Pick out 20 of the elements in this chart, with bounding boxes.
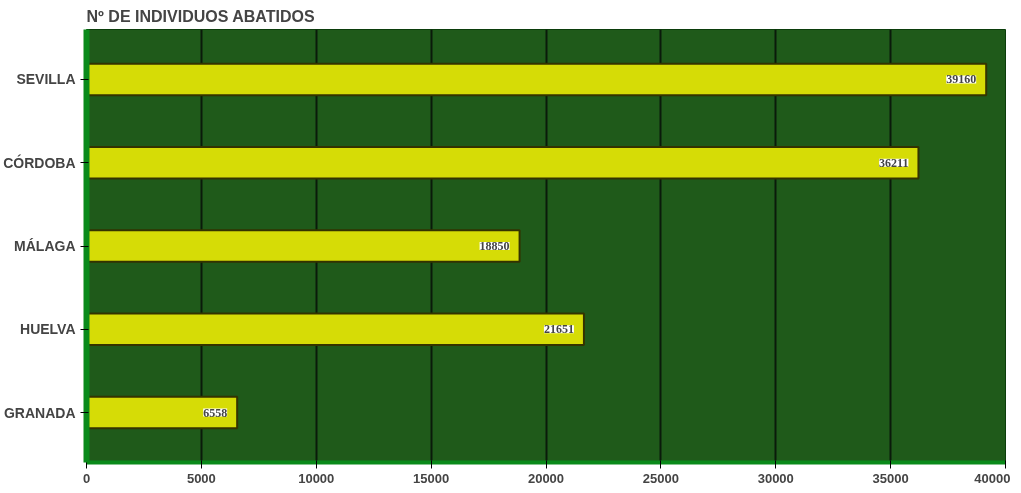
x-tick-label: 10000	[298, 470, 335, 486]
data-label: 21651	[543, 322, 574, 337]
x-tick-label: 40000	[974, 470, 1011, 486]
x-tick-label: 30000	[757, 470, 794, 486]
y-tick-label: CÓRDOBA	[3, 153, 76, 171]
x-tick-label: 15000	[413, 470, 450, 486]
x-tick-label: 25000	[642, 470, 679, 486]
data-label: 39160	[946, 72, 977, 87]
y-tick-label: GRANADA	[3, 404, 76, 421]
data-label: 18850	[479, 239, 510, 253]
x-tick-label: 35000	[872, 470, 909, 486]
x-tick-label: 0	[82, 470, 91, 486]
chart-title: Nº DE INDIVIDUOS ABATIDOS	[86, 7, 315, 25]
x-tick-label: 20000	[527, 470, 565, 486]
data-label: 6558	[203, 405, 228, 420]
x-tick-label: 5000	[186, 470, 216, 486]
y-tick-label: SEVILLA	[16, 71, 76, 88]
data-label: 36211	[879, 155, 909, 170]
y-tick-label: HUELVA	[20, 321, 76, 338]
y-tick-label: MÁLAGA	[14, 238, 76, 254]
